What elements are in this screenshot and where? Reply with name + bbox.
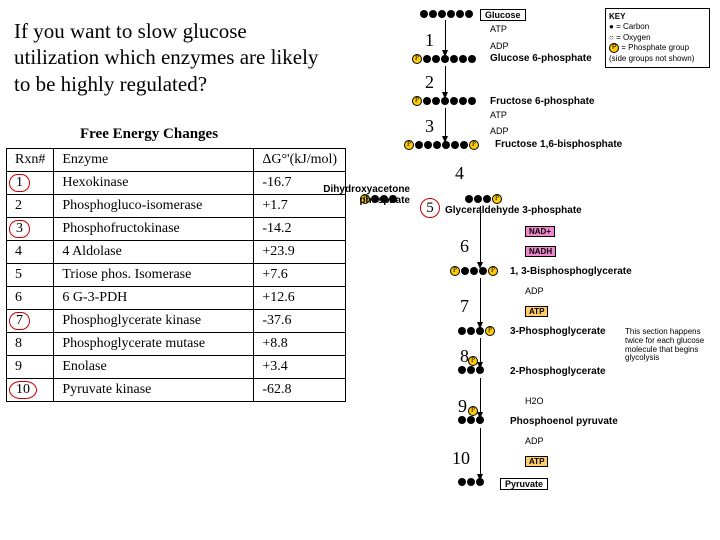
dg-val: -62.8 [254,379,346,402]
enzyme-name: Phosphogluco-isomerase [54,195,254,218]
regulation-question: If you want to slow glucose utilization … [14,18,324,97]
row-num: 8 [7,333,54,356]
step-6: 6 [460,236,469,257]
col-dg: ΔG°'(kJ/mol) [254,149,346,172]
enzyme-name: 4 Aldolase [54,241,254,264]
dg-val: +3.4 [254,356,346,379]
h2o-label: H2O [525,396,544,406]
nadh-label: NADH [525,246,556,257]
atp-label: ATP [525,456,548,467]
f16bp-label: Fructose 1,6-bisphosphate [495,139,622,150]
enzyme-name: 6 G-3-PDH [54,287,254,310]
dg-val: -37.6 [254,310,346,333]
row-num: 1 [9,174,30,192]
pg3-label: 3-Phosphoglycerate [510,326,606,337]
bpg-label: 1, 3-Bisphosphoglycerate [510,266,632,277]
step-2: 2 [425,72,434,93]
atp-label: ATP [525,306,548,317]
adp-label: ADP [525,436,544,446]
row-num: 4 [7,241,54,264]
free-energy-heading: Free Energy Changes [80,126,218,143]
step-7: 7 [460,296,469,317]
enzyme-name: Phosphoglycerate kinase [54,310,254,333]
pg2-label: 2-Phosphoglycerate [510,366,606,377]
enzyme-name: Enolase [54,356,254,379]
dg-val: +23.9 [254,241,346,264]
enzyme-name: Hexokinase [54,172,254,195]
enzyme-name: Phosphofructokinase [54,218,254,241]
pep-label: Phosphoenol pyruvate [510,416,618,427]
step-5: 5 [420,198,440,218]
dhap-label: Dihydroxyacetone phosphate [320,184,410,206]
step-8: 8 [460,346,469,367]
step-10: 10 [452,448,470,469]
enzyme-name: Phosphoglycerate mutase [54,333,254,356]
step-1: 1 [425,30,434,51]
dg-val: +12.6 [254,287,346,310]
enzyme-name: Pyruvate kinase [54,379,254,402]
dg-val: +8.8 [254,333,346,356]
step-4: 4 [455,163,464,184]
g3p-label: Glyceraldehyde 3-phosphate [445,205,582,216]
col-enzyme: Enzyme [54,149,254,172]
dg-val: -14.2 [254,218,346,241]
step-9: 9 [458,396,467,417]
atp-label: ATP [490,110,507,120]
row-num: 3 [9,220,30,238]
adp-label: ADP [525,286,544,296]
f6p-label: Fructose 6-phosphate [490,96,594,107]
row-num: 2 [7,195,54,218]
enzyme-table: Rxn# Enzyme ΔG°'(kJ/mol) 1Hexokinase-16.… [6,148,346,402]
key-legend: KEY ● = Carbon ○ = Oxygen = Phosphate gr… [605,8,710,68]
row-num: 6 [7,287,54,310]
adp-label: ADP [490,126,509,136]
pyruvate-label: Pyruvate [500,478,548,490]
adp-label: ADP [490,41,509,51]
dg-val: +7.6 [254,264,346,287]
glucose-label: Glucose [480,9,526,21]
step-3: 3 [425,116,434,137]
atp-label: ATP [490,24,507,34]
glycolysis-diagram: KEY ● = Carbon ○ = Oxygen = Phosphate gr… [350,8,710,538]
nad-label: NAD+ [525,226,555,237]
row-num: 5 [7,264,54,287]
col-rxn: Rxn# [7,149,54,172]
enzyme-name: Triose phos. Isomerase [54,264,254,287]
row-num: 10 [9,381,37,399]
row-num: 9 [7,356,54,379]
twice-note: This section happens twice for each gluc… [625,328,705,363]
g6p-label: Glucose 6-phosphate [490,53,592,64]
row-num: 7 [9,312,30,330]
